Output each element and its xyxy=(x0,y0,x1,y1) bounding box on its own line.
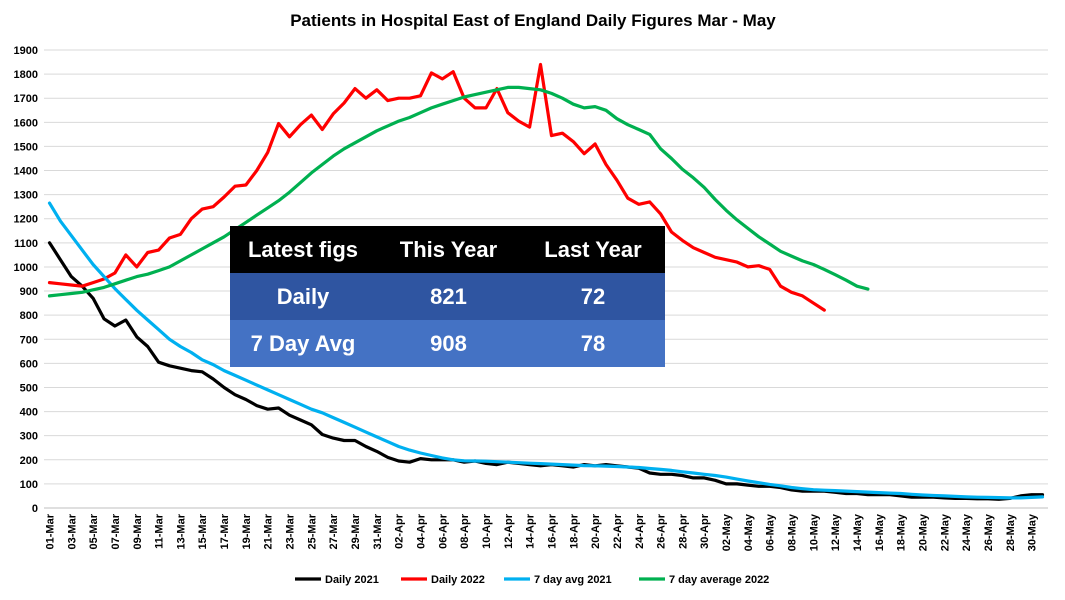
x-tick-label: 02-May xyxy=(721,513,733,551)
x-tick-label: 14-Apr xyxy=(525,513,537,549)
y-tick-label: 1400 xyxy=(14,166,38,178)
summary-daily-last-year: 72 xyxy=(580,283,606,309)
x-tick-label: 04-Apr xyxy=(416,513,428,549)
summary-row-7day: 7 Day Avg 908 78 xyxy=(230,320,665,367)
y-tick-label: 900 xyxy=(20,286,38,298)
y-tick-label: 1500 xyxy=(14,141,38,153)
series-line-7-day-average-2022 xyxy=(47,85,870,298)
x-tick-label: 07-Mar xyxy=(110,513,122,549)
x-tick-label: 15-Mar xyxy=(197,513,209,549)
y-tick-label: 300 xyxy=(20,431,38,443)
y-tick-label: 500 xyxy=(20,382,38,394)
x-tick-label: 30-May xyxy=(1027,513,1039,551)
x-tick-label: 27-Mar xyxy=(328,513,340,549)
y-tick-label: 0 xyxy=(32,503,38,515)
legend: Daily 2021 Daily 2022 7 day avg 2021 7 day … xyxy=(295,574,769,586)
y-tick-label: 1000 xyxy=(14,262,38,274)
x-tick-label: 23-Mar xyxy=(285,513,297,549)
x-tick-label: 09-Mar xyxy=(132,513,144,549)
summary-table: Latest figs This Year Last Year Daily 82… xyxy=(230,226,665,367)
x-tick-label: 12-Apr xyxy=(503,513,515,549)
x-tick-label: 10-May xyxy=(808,513,820,551)
y-tick-label: 1200 xyxy=(14,214,38,226)
legend-label: Daily 2022 xyxy=(431,574,485,586)
x-tick-label: 18-Apr xyxy=(568,513,580,549)
y-tick-label: 100 xyxy=(20,479,38,491)
y-tick-label: 1900 xyxy=(14,45,38,57)
x-axis: 01-Mar 03-Mar 05-Mar 07-Mar 09-Mar 11-Mar 13-M… xyxy=(44,513,1038,551)
summary-daily-this-year: 821 xyxy=(430,283,467,309)
y-axis: 0 100 200 300 400 500 600 700 800 900 1000 1100 1200… xyxy=(14,45,38,515)
legend-label: Daily 2021 xyxy=(325,574,379,586)
summary-label-7day: 7 Day Avg xyxy=(250,330,356,356)
y-tick-label: 1300 xyxy=(14,190,38,202)
legend-label: 7 day avg 2021 xyxy=(534,574,612,586)
summary-header-latest: Latest figs xyxy=(247,236,359,262)
summary-header-this-year: This Year xyxy=(399,236,498,262)
x-tick-label: 02-Apr xyxy=(394,513,406,549)
y-tick-label: 1700 xyxy=(14,93,38,105)
x-tick-label: 17-Mar xyxy=(219,513,231,549)
y-tick-label: 700 xyxy=(20,334,38,346)
y-tick-label: 600 xyxy=(20,358,38,370)
x-tick-label: 21-Mar xyxy=(263,513,275,549)
y-tick-label: 200 xyxy=(20,455,38,467)
x-tick-label: 16-May xyxy=(874,513,886,551)
chart-title: Patients in Hospital East of England Dai… xyxy=(290,11,776,30)
x-tick-label: 25-Mar xyxy=(306,513,318,549)
y-tick-label: 1800 xyxy=(14,69,38,81)
x-tick-label: 29-Mar xyxy=(350,513,362,549)
summary-7day-last-year: 78 xyxy=(580,330,606,356)
x-tick-label: 16-Apr xyxy=(546,513,558,549)
x-tick-label: 12-May xyxy=(830,513,842,551)
x-tick-label: 24-Apr xyxy=(634,513,646,549)
y-tick-label: 1600 xyxy=(14,117,38,129)
x-tick-label: 28-May xyxy=(1005,513,1017,551)
x-tick-label: 05-Mar xyxy=(88,513,100,549)
summary-7day-this-year: 908 xyxy=(430,330,467,356)
x-tick-label: 26-Apr xyxy=(656,513,668,549)
y-tick-label: 1100 xyxy=(14,238,38,250)
summary-label-daily: Daily xyxy=(276,283,330,309)
x-tick-label: 30-Apr xyxy=(699,513,711,549)
summary-row-daily: Daily 821 72 xyxy=(230,273,665,320)
y-tick-label: 400 xyxy=(20,407,38,419)
x-tick-label: 06-Apr xyxy=(437,513,449,549)
legend-label: 7 day average 2022 xyxy=(669,574,769,586)
series-line-daily-2022 xyxy=(47,62,826,312)
x-tick-label: 11-Mar xyxy=(154,513,166,549)
y-tick-label: 800 xyxy=(20,310,38,322)
series-line-7-day-avg-2021 xyxy=(47,201,1045,500)
x-tick-label: 08-May xyxy=(787,513,799,551)
summary-header-last-year: Last Year xyxy=(544,236,642,262)
x-tick-label: 28-Apr xyxy=(677,513,689,549)
x-tick-label: 22-May xyxy=(939,513,951,551)
series-lines xyxy=(47,62,1045,501)
x-tick-label: 24-May xyxy=(961,513,973,551)
x-tick-label: 03-Mar xyxy=(66,513,78,549)
x-tick-label: 19-Mar xyxy=(241,513,253,549)
x-tick-label: 10-Apr xyxy=(481,513,493,549)
x-tick-label: 13-Mar xyxy=(175,513,187,549)
x-tick-label: 20-Apr xyxy=(590,513,602,549)
x-tick-label: 22-Apr xyxy=(612,513,624,549)
x-tick-label: 14-May xyxy=(852,513,864,551)
x-tick-label: 31-Mar xyxy=(372,513,384,549)
x-tick-label: 08-Apr xyxy=(459,513,471,549)
x-tick-label: 01-Mar xyxy=(44,513,56,549)
x-tick-label: 04-May xyxy=(743,513,755,551)
x-tick-label: 26-May xyxy=(983,513,995,551)
summary-header-row: Latest figs This Year Last Year xyxy=(230,226,665,273)
x-tick-label: 06-May xyxy=(765,513,777,551)
x-tick-label: 20-May xyxy=(918,513,930,551)
x-tick-label: 18-May xyxy=(896,513,908,551)
